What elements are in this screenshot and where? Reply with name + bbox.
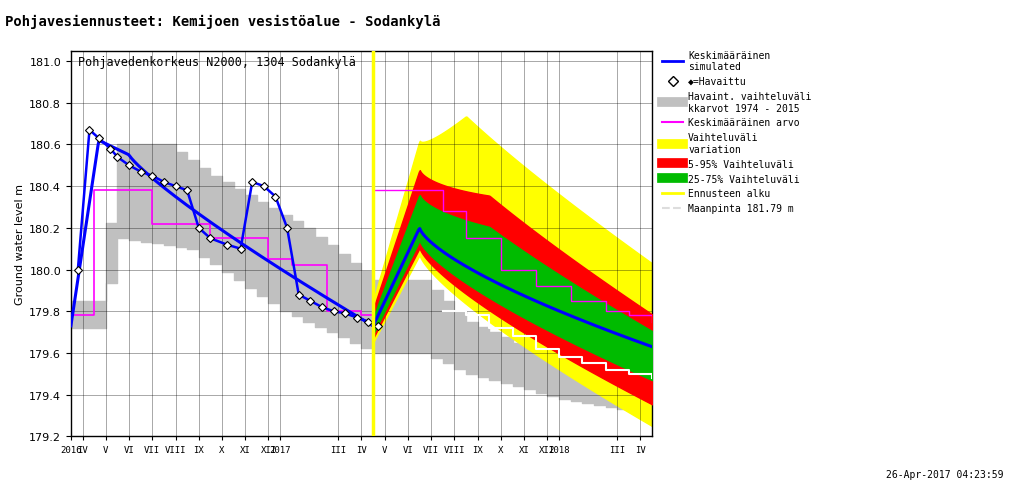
Legend: Keskimääräinen
simulated, ◆=Havaittu, Havaint. vaihteluväli
kkarvot 1974 - 2015,: Keskimääräinen simulated, ◆=Havaittu, Ha… xyxy=(659,48,813,216)
Text: 26-Apr-2017 04:23:59: 26-Apr-2017 04:23:59 xyxy=(886,469,1004,479)
Y-axis label: Ground water level m: Ground water level m xyxy=(15,183,25,304)
Text: Pohjavesiennusteet: Kemijoen vesistöalue - Sodankylä: Pohjavesiennusteet: Kemijoen vesistöalue… xyxy=(5,15,440,29)
Text: Pohjavedenkorkeus N2000, 1304 Sodankylä: Pohjavedenkorkeus N2000, 1304 Sodankylä xyxy=(78,56,355,69)
